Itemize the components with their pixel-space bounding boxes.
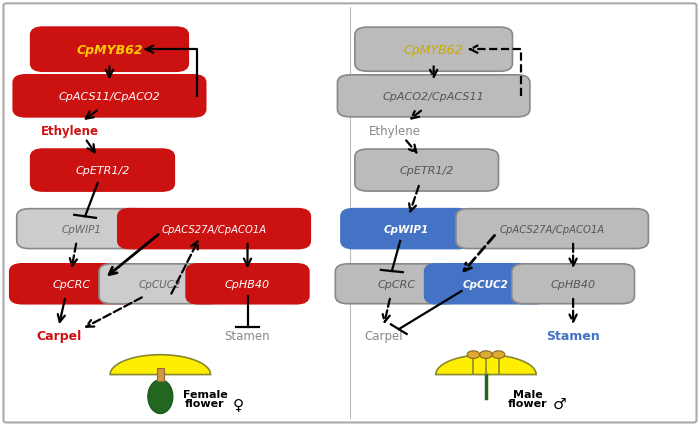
FancyBboxPatch shape (186, 264, 309, 304)
Text: CpETR1/2: CpETR1/2 (76, 166, 130, 176)
Text: CpACS27A/CpACO1A: CpACS27A/CpACO1A (162, 224, 267, 234)
FancyBboxPatch shape (17, 209, 146, 249)
Text: Stamen: Stamen (546, 329, 600, 342)
FancyBboxPatch shape (99, 264, 222, 304)
Text: CpHB40: CpHB40 (550, 279, 596, 289)
Text: Ethylene: Ethylene (41, 124, 99, 137)
Text: CpMYB62: CpMYB62 (76, 43, 143, 57)
Text: Female: Female (183, 389, 228, 399)
Text: CpACS11/CpACO2: CpACS11/CpACO2 (59, 92, 160, 101)
FancyBboxPatch shape (31, 150, 174, 192)
FancyBboxPatch shape (13, 76, 206, 118)
Ellipse shape (148, 380, 173, 414)
Polygon shape (110, 355, 211, 375)
FancyBboxPatch shape (512, 264, 634, 304)
Text: CpWIP1: CpWIP1 (383, 224, 428, 234)
FancyBboxPatch shape (341, 209, 470, 249)
Text: flower: flower (186, 398, 225, 409)
Text: CpHB40: CpHB40 (225, 279, 270, 289)
Text: flower: flower (508, 398, 547, 409)
FancyBboxPatch shape (157, 368, 164, 381)
Text: CpCUC2: CpCUC2 (139, 279, 182, 289)
Text: Stamen: Stamen (225, 329, 270, 342)
FancyBboxPatch shape (10, 264, 132, 304)
FancyBboxPatch shape (425, 264, 547, 304)
FancyBboxPatch shape (31, 28, 188, 72)
Text: Ethylene: Ethylene (370, 124, 421, 137)
Text: ♀: ♀ (233, 396, 244, 411)
FancyBboxPatch shape (335, 264, 458, 304)
FancyBboxPatch shape (4, 4, 696, 423)
Polygon shape (436, 355, 536, 375)
Text: CpMYB62: CpMYB62 (404, 43, 463, 57)
FancyBboxPatch shape (355, 150, 498, 192)
Text: CpWIP1: CpWIP1 (62, 224, 102, 234)
Text: CpCRC: CpCRC (378, 279, 416, 289)
Text: CpACO2/CpACS11: CpACO2/CpACS11 (383, 92, 484, 101)
Circle shape (480, 351, 492, 359)
Text: Male: Male (513, 389, 542, 399)
Circle shape (467, 351, 480, 359)
Text: CpACS27A/CpACO1A: CpACS27A/CpACO1A (500, 224, 605, 234)
FancyBboxPatch shape (355, 28, 512, 72)
Circle shape (492, 351, 505, 359)
Text: CpCUC2: CpCUC2 (463, 279, 509, 289)
FancyBboxPatch shape (118, 209, 310, 249)
FancyBboxPatch shape (337, 76, 530, 118)
FancyBboxPatch shape (456, 209, 648, 249)
Text: CpETR1/2: CpETR1/2 (400, 166, 454, 176)
Text: Carpel: Carpel (36, 329, 81, 342)
Text: ♂: ♂ (552, 396, 566, 411)
Text: CpCRC: CpCRC (52, 279, 90, 289)
Text: Carpel: Carpel (364, 329, 402, 342)
